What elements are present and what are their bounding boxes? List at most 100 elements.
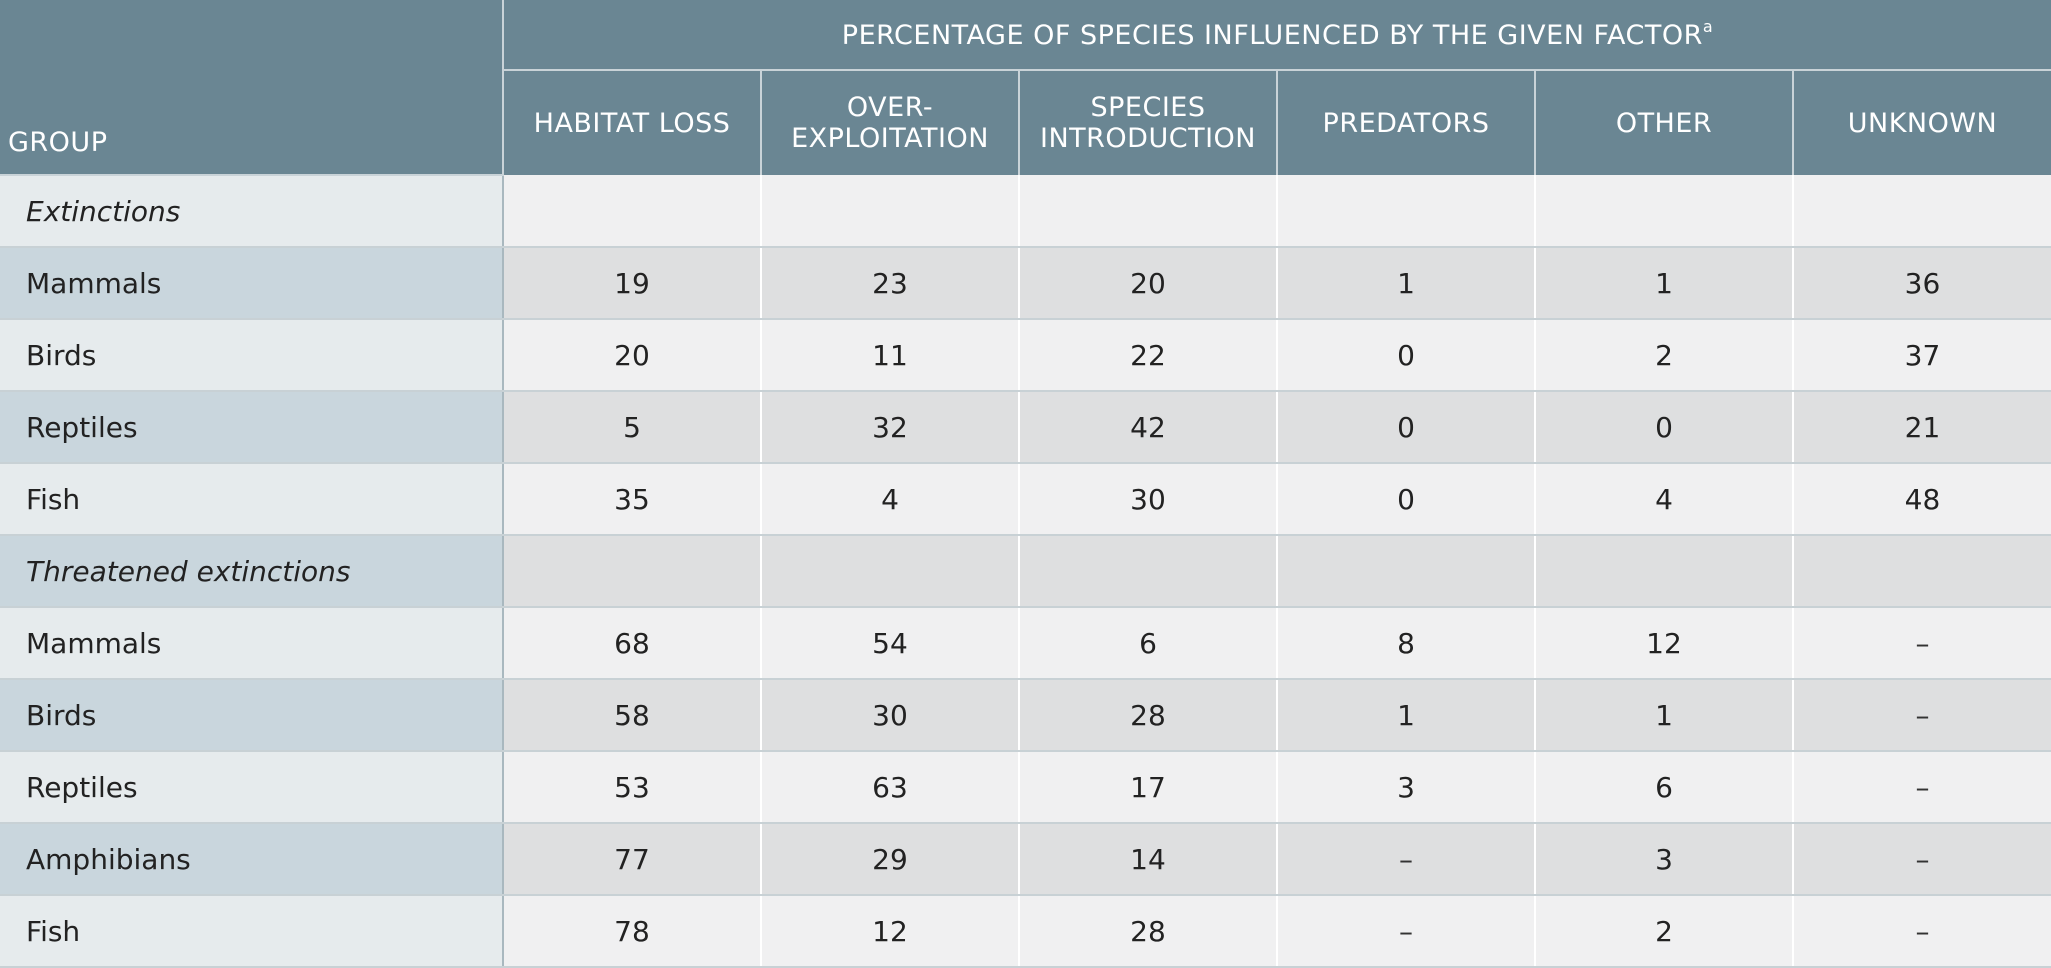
factor-header-line: OTHER (1615, 107, 1713, 139)
value-cell: 63 (761, 751, 1020, 824)
table-supertitle: PERCENTAGE OF SPECIES INFLUENCED BY THE … (503, 0, 2051, 71)
value-cell (503, 535, 762, 608)
value-cell: 5 (503, 391, 762, 464)
row-label: Mammals (0, 607, 504, 680)
value-cell: 32 (761, 391, 1020, 464)
value-cell: 78 (503, 895, 762, 968)
factor-column-header: OVER- EXPLOITATION (761, 70, 1020, 175)
factor-column-header: HABITAT LOSS (503, 70, 762, 175)
value-cell: 20 (1019, 247, 1278, 320)
value-cell (1277, 175, 1536, 248)
section-label: Extinctions (0, 175, 504, 248)
value-cell: 6 (1535, 751, 1794, 824)
factor-header-line: PREDATORS (1322, 107, 1490, 139)
value-cell: 48 (1793, 463, 2051, 536)
factor-column-header: OTHER (1535, 70, 1794, 175)
value-cell: 11 (761, 319, 1020, 392)
value-cell (1793, 535, 2051, 608)
footnote-marker: a (1702, 16, 1714, 36)
table-row: Mammals 68 54 6 8 12– (0, 607, 2051, 680)
factor-column-header: PREDATORS (1277, 70, 1536, 175)
value-cell: 12 (761, 895, 1020, 968)
value-cell: 12 (1535, 607, 1794, 680)
row-label: Reptiles (0, 391, 504, 464)
value-cell: 3 (1535, 823, 1794, 896)
value-cell: 35 (503, 463, 762, 536)
value-cell: 3 (1277, 751, 1536, 824)
row-label: Fish (0, 895, 504, 968)
row-label: Birds (0, 679, 504, 752)
value-cell: 28 (1019, 895, 1278, 968)
row-label: Reptiles (0, 751, 504, 824)
value-cell: – (1793, 607, 2051, 680)
value-cell: 22 (1019, 319, 1278, 392)
value-cell: 2 (1535, 319, 1794, 392)
header-row-top: GROUP PERCENTAGE OF SPECIES INFLUENCED B… (0, 0, 2051, 176)
value-cell: – (1793, 895, 2051, 968)
value-cell: 29 (761, 823, 1020, 896)
table-row: Mammals 19 23 20 1 1 36 (0, 247, 2051, 320)
row-label: Birds (0, 319, 504, 392)
factor-header-line: HABITAT LOSS (533, 107, 731, 139)
value-cell (761, 175, 1020, 248)
value-cell: – (1793, 751, 2051, 824)
value-cell (1277, 535, 1536, 608)
table-row: Fish 78 12 28–2– (0, 895, 2051, 968)
value-cell: 58 (503, 679, 762, 752)
value-cell: 30 (761, 679, 1020, 752)
value-cell: 19 (503, 247, 762, 320)
table-row: Birds 58 30 28 1 1– (0, 679, 2051, 752)
table-row: Fish 35 4 30 0 4 48 (0, 463, 2051, 536)
value-cell: 14 (1019, 823, 1278, 896)
value-cell: 30 (1019, 463, 1278, 536)
factor-header-line: OVER- (846, 92, 934, 123)
value-cell: 53 (503, 751, 762, 824)
value-cell: 77 (503, 823, 762, 896)
value-cell: 21 (1793, 391, 2051, 464)
factor-header-line: SPECIES (1090, 92, 1206, 123)
value-cell: 20 (503, 319, 762, 392)
value-cell (503, 175, 762, 248)
value-cell: 1 (1277, 247, 1536, 320)
value-cell: 1 (1277, 679, 1536, 752)
section-row: Threatened extinctions (0, 535, 2051, 608)
table-row: Amphibians 77 29 14–3– (0, 823, 2051, 896)
factor-column-header: SPECIES INTRODUCTION (1019, 70, 1278, 175)
value-cell: 36 (1793, 247, 2051, 320)
value-cell: – (1793, 679, 2051, 752)
value-cell (1019, 535, 1278, 608)
value-cell: 0 (1277, 463, 1536, 536)
value-cell (1019, 175, 1278, 248)
value-cell: 17 (1019, 751, 1278, 824)
value-cell: 8 (1277, 607, 1536, 680)
value-cell: 23 (761, 247, 1020, 320)
value-cell: 0 (1277, 319, 1536, 392)
table-body: Extinctions Mammals 19 23 20 1 1 36 Birds 20 11 22 0… (0, 175, 2051, 968)
value-cell: 28 (1019, 679, 1278, 752)
table-row: Reptiles 53 63 17 3 6– (0, 751, 2051, 824)
factor-header-line: UNKNOWN (1847, 107, 1998, 139)
table-row: Reptiles 5 32 42 0 0 21 (0, 391, 2051, 464)
group-column-header: GROUP (0, 0, 504, 176)
value-cell: 37 (1793, 319, 2051, 392)
value-cell (1535, 535, 1794, 608)
value-cell: 6 (1019, 607, 1278, 680)
value-cell: 0 (1535, 391, 1794, 464)
section-row: Extinctions (0, 175, 2051, 248)
value-cell: 42 (1019, 391, 1278, 464)
value-cell: 2 (1535, 895, 1794, 968)
value-cell: – (1277, 823, 1536, 896)
section-label: Threatened extinctions (0, 535, 504, 608)
value-cell (761, 535, 1020, 608)
value-cell (1535, 175, 1794, 248)
value-cell: – (1277, 895, 1536, 968)
row-label: Mammals (0, 247, 504, 320)
value-cell: 4 (1535, 463, 1794, 536)
factor-header-line: INTRODUCTION (1040, 123, 1256, 154)
value-cell: 0 (1277, 391, 1536, 464)
value-cell (1793, 175, 2051, 248)
value-cell: – (1793, 823, 2051, 896)
row-label: Amphibians (0, 823, 504, 896)
value-cell: 4 (761, 463, 1020, 536)
